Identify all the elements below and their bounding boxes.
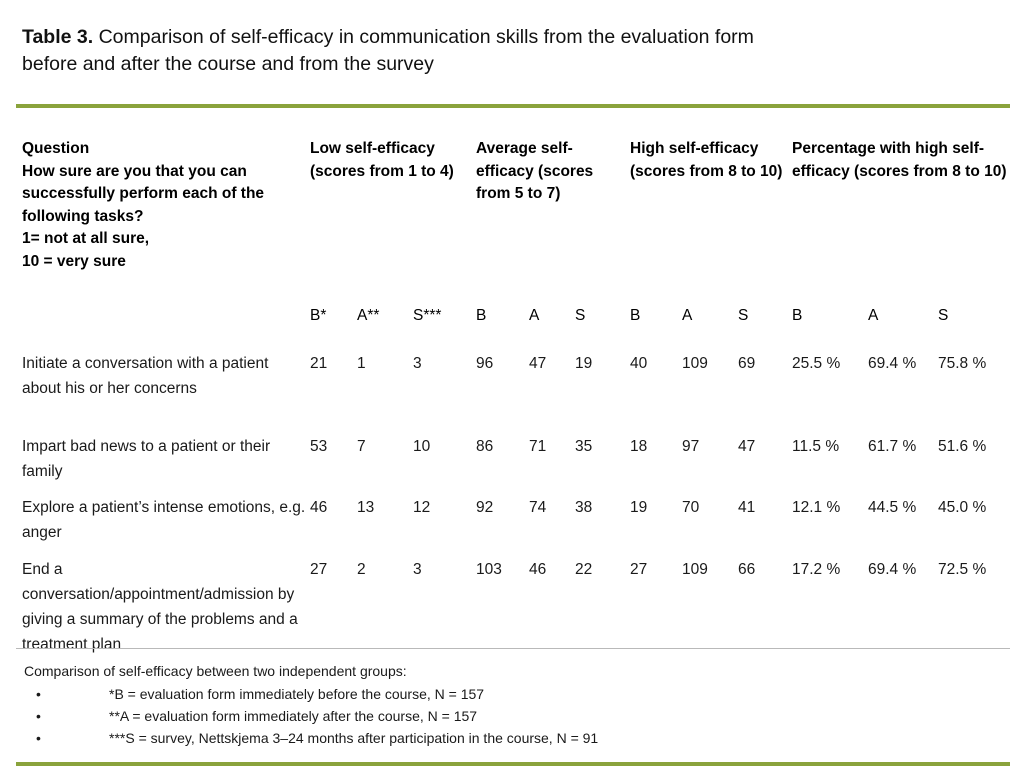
subheader-low-survey: S***	[413, 307, 442, 324]
cell-low-survey: 12	[413, 499, 431, 516]
subheader-average-before: B	[476, 307, 487, 324]
subheader-average-survey: S	[575, 307, 586, 324]
column-header-high-self-efficacy: High self-efficacy (scores from 8 to 10)	[630, 140, 783, 180]
cell-high-survey: 66	[738, 561, 756, 578]
cell-high-survey: 41	[738, 499, 756, 516]
column-header-question: Question How sure are you that you can s…	[22, 140, 265, 270]
cell-percent-after: 69.4 %	[868, 355, 917, 372]
cell-average-after: 71	[529, 438, 547, 455]
cell-percent-after: 61.7 %	[868, 438, 917, 455]
cell-low-after: 13	[357, 499, 375, 516]
cell-percent-after: 44.5 %	[868, 499, 917, 516]
cell-high-after: 70	[682, 499, 700, 516]
cell-average-after: 46	[529, 561, 547, 578]
cell-low-before: 21	[310, 355, 328, 372]
cell-low-before: 27	[310, 561, 328, 578]
top-rule	[16, 104, 1010, 108]
subheader-high-survey: S	[738, 307, 749, 324]
cell-percent-after: 69.4 %	[868, 561, 917, 578]
cell-low-survey: 3	[413, 561, 422, 578]
table-footnotes: Comparison of self-efficacy between two …	[24, 660, 994, 749]
cell-high-after: 109	[682, 355, 708, 372]
cell-high-before: 18	[630, 438, 648, 455]
subheader-percent-after: A	[868, 307, 879, 324]
cell-percent-survey: 45.0 %	[938, 499, 987, 516]
cell-average-before: 96	[476, 355, 494, 372]
list-item: • **A = evaluation form immediately afte…	[24, 705, 994, 727]
bottom-rule	[16, 762, 1010, 766]
table-caption-label: Table 3.	[22, 26, 94, 48]
subheader-high-after: A	[682, 307, 693, 324]
row-question: Initiate a conversation with a patient a…	[22, 355, 269, 397]
subheader-percent-survey: S	[938, 307, 949, 324]
table-row: Explore a patient’s intense emotions, e.…	[0, 495, 1024, 557]
cell-low-before: 46	[310, 499, 328, 516]
table-row: Impart bad news to a patient or their fa…	[0, 434, 1024, 495]
footnote-separator	[16, 648, 1010, 649]
cell-high-after: 109	[682, 561, 708, 578]
table-header-row: Question How sure are you that you can s…	[0, 138, 1024, 306]
cell-high-before: 19	[630, 499, 648, 516]
cell-percent-before: 17.2 %	[792, 561, 841, 578]
cell-average-after: 47	[529, 355, 547, 372]
cell-low-after: 2	[357, 561, 366, 578]
cell-average-survey: 19	[575, 355, 593, 372]
cell-average-survey: 22	[575, 561, 593, 578]
cell-high-after: 97	[682, 438, 700, 455]
footnote-text: *B = evaluation form immediately before …	[109, 686, 485, 702]
bullet-icon: •	[36, 730, 41, 746]
cell-average-before: 86	[476, 438, 494, 455]
table-row: End a conversation/appointment/admission…	[0, 557, 1024, 653]
cell-low-after: 7	[357, 438, 366, 455]
table-subheader-row: B* A** S*** B A S B A S B A S	[0, 306, 1024, 351]
cell-low-survey: 10	[413, 438, 431, 455]
column-header-average-self-efficacy: Average self-efficacy (scores from 5 to …	[476, 140, 594, 202]
footnote-text: **A = evaluation form immediately after …	[109, 708, 478, 724]
cell-average-before: 103	[476, 561, 502, 578]
cell-percent-survey: 72.5 %	[938, 561, 987, 578]
table-caption-text: Comparison of self-efficacy in communica…	[22, 26, 754, 75]
row-question: Impart bad news to a patient or their fa…	[22, 438, 271, 480]
cell-high-before: 27	[630, 561, 648, 578]
subheader-low-after: A**	[357, 307, 380, 324]
cell-average-before: 92	[476, 499, 494, 516]
subheader-average-after: A	[529, 307, 540, 324]
cell-percent-before: 11.5 %	[792, 438, 840, 455]
list-item: • *B = evaluation form immediately befor…	[24, 683, 994, 705]
column-header-percentage-high: Percentage with high self-efficacy (scor…	[792, 140, 1007, 180]
subheader-high-before: B	[630, 307, 641, 324]
data-table: Question How sure are you that you can s…	[0, 138, 1024, 653]
cell-high-before: 40	[630, 355, 648, 372]
cell-percent-survey: 51.6 %	[938, 438, 987, 455]
cell-average-survey: 38	[575, 499, 593, 516]
bullet-icon: •	[36, 708, 41, 724]
cell-low-after: 1	[357, 355, 366, 372]
subheader-percent-before: B	[792, 307, 803, 324]
footnote-text: ***S = survey, Nettskjema 3–24 months af…	[109, 730, 599, 746]
cell-percent-survey: 75.8 %	[938, 355, 987, 372]
cell-percent-before: 12.1 %	[792, 499, 841, 516]
cell-high-survey: 69	[738, 355, 756, 372]
table-caption: Table 3. Comparison of self-efficacy in …	[22, 24, 812, 78]
row-question: End a conversation/appointment/admission…	[22, 561, 298, 653]
cell-percent-before: 25.5 %	[792, 355, 841, 372]
cell-low-survey: 3	[413, 355, 422, 372]
table-row: Initiate a conversation with a patient a…	[0, 351, 1024, 434]
footnote-lead: Comparison of self-efficacy between two …	[24, 663, 407, 679]
cell-low-before: 53	[310, 438, 328, 455]
bullet-icon: •	[36, 686, 41, 702]
cell-high-survey: 47	[738, 438, 756, 455]
cell-average-survey: 35	[575, 438, 593, 455]
column-header-low-self-efficacy: Low self-efficacy (scores from 1 to 4)	[310, 140, 454, 180]
cell-average-after: 74	[529, 499, 547, 516]
list-item: • ***S = survey, Nettskjema 3–24 months …	[24, 727, 994, 749]
subheader-low-before: B*	[310, 307, 327, 324]
row-question: Explore a patient’s intense emotions, e.…	[22, 499, 306, 541]
